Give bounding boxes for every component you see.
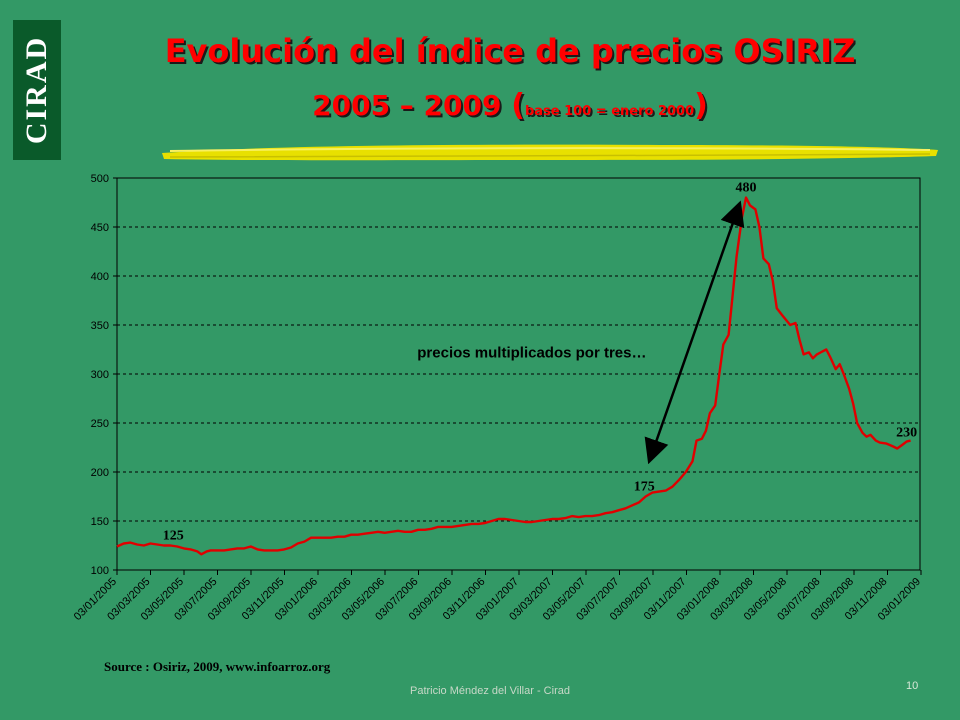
price-index-line [116,196,911,556]
y-tick-label: 500 [91,173,109,185]
annotation-value: 480 [736,181,757,196]
tripling-arrow [644,200,745,465]
slide-title: Evolución del índice de precios OSIRIZ [164,32,856,70]
y-tick-label: 250 [91,418,109,430]
annotation-value: 175 [634,480,655,495]
y-tick-label: 150 [91,516,109,528]
annotation-value: 125 [163,529,184,544]
slide-subtitle: 2005 – 2009 (base 100 = enero 2000) [312,88,708,123]
y-tick-label: 100 [91,565,109,577]
source-note: Source : Osiriz, 2009, www.infoarroz.org [104,659,331,674]
annotation-value: 230 [896,426,917,441]
y-tick-label: 300 [91,369,109,381]
y-tick-label: 450 [91,222,109,234]
yellow-brush-stroke [162,144,938,161]
cirad-logo: CIRAD [13,20,61,160]
page-number: 10 [906,680,919,692]
y-tick-label: 200 [91,467,109,479]
y-tick-label: 350 [91,320,109,332]
y-tick-label: 400 [91,271,109,283]
footer-author: Patricio Méndez del Villar - Cirad [410,685,570,697]
annotation-note: precios multiplicados por tres… [417,344,646,361]
